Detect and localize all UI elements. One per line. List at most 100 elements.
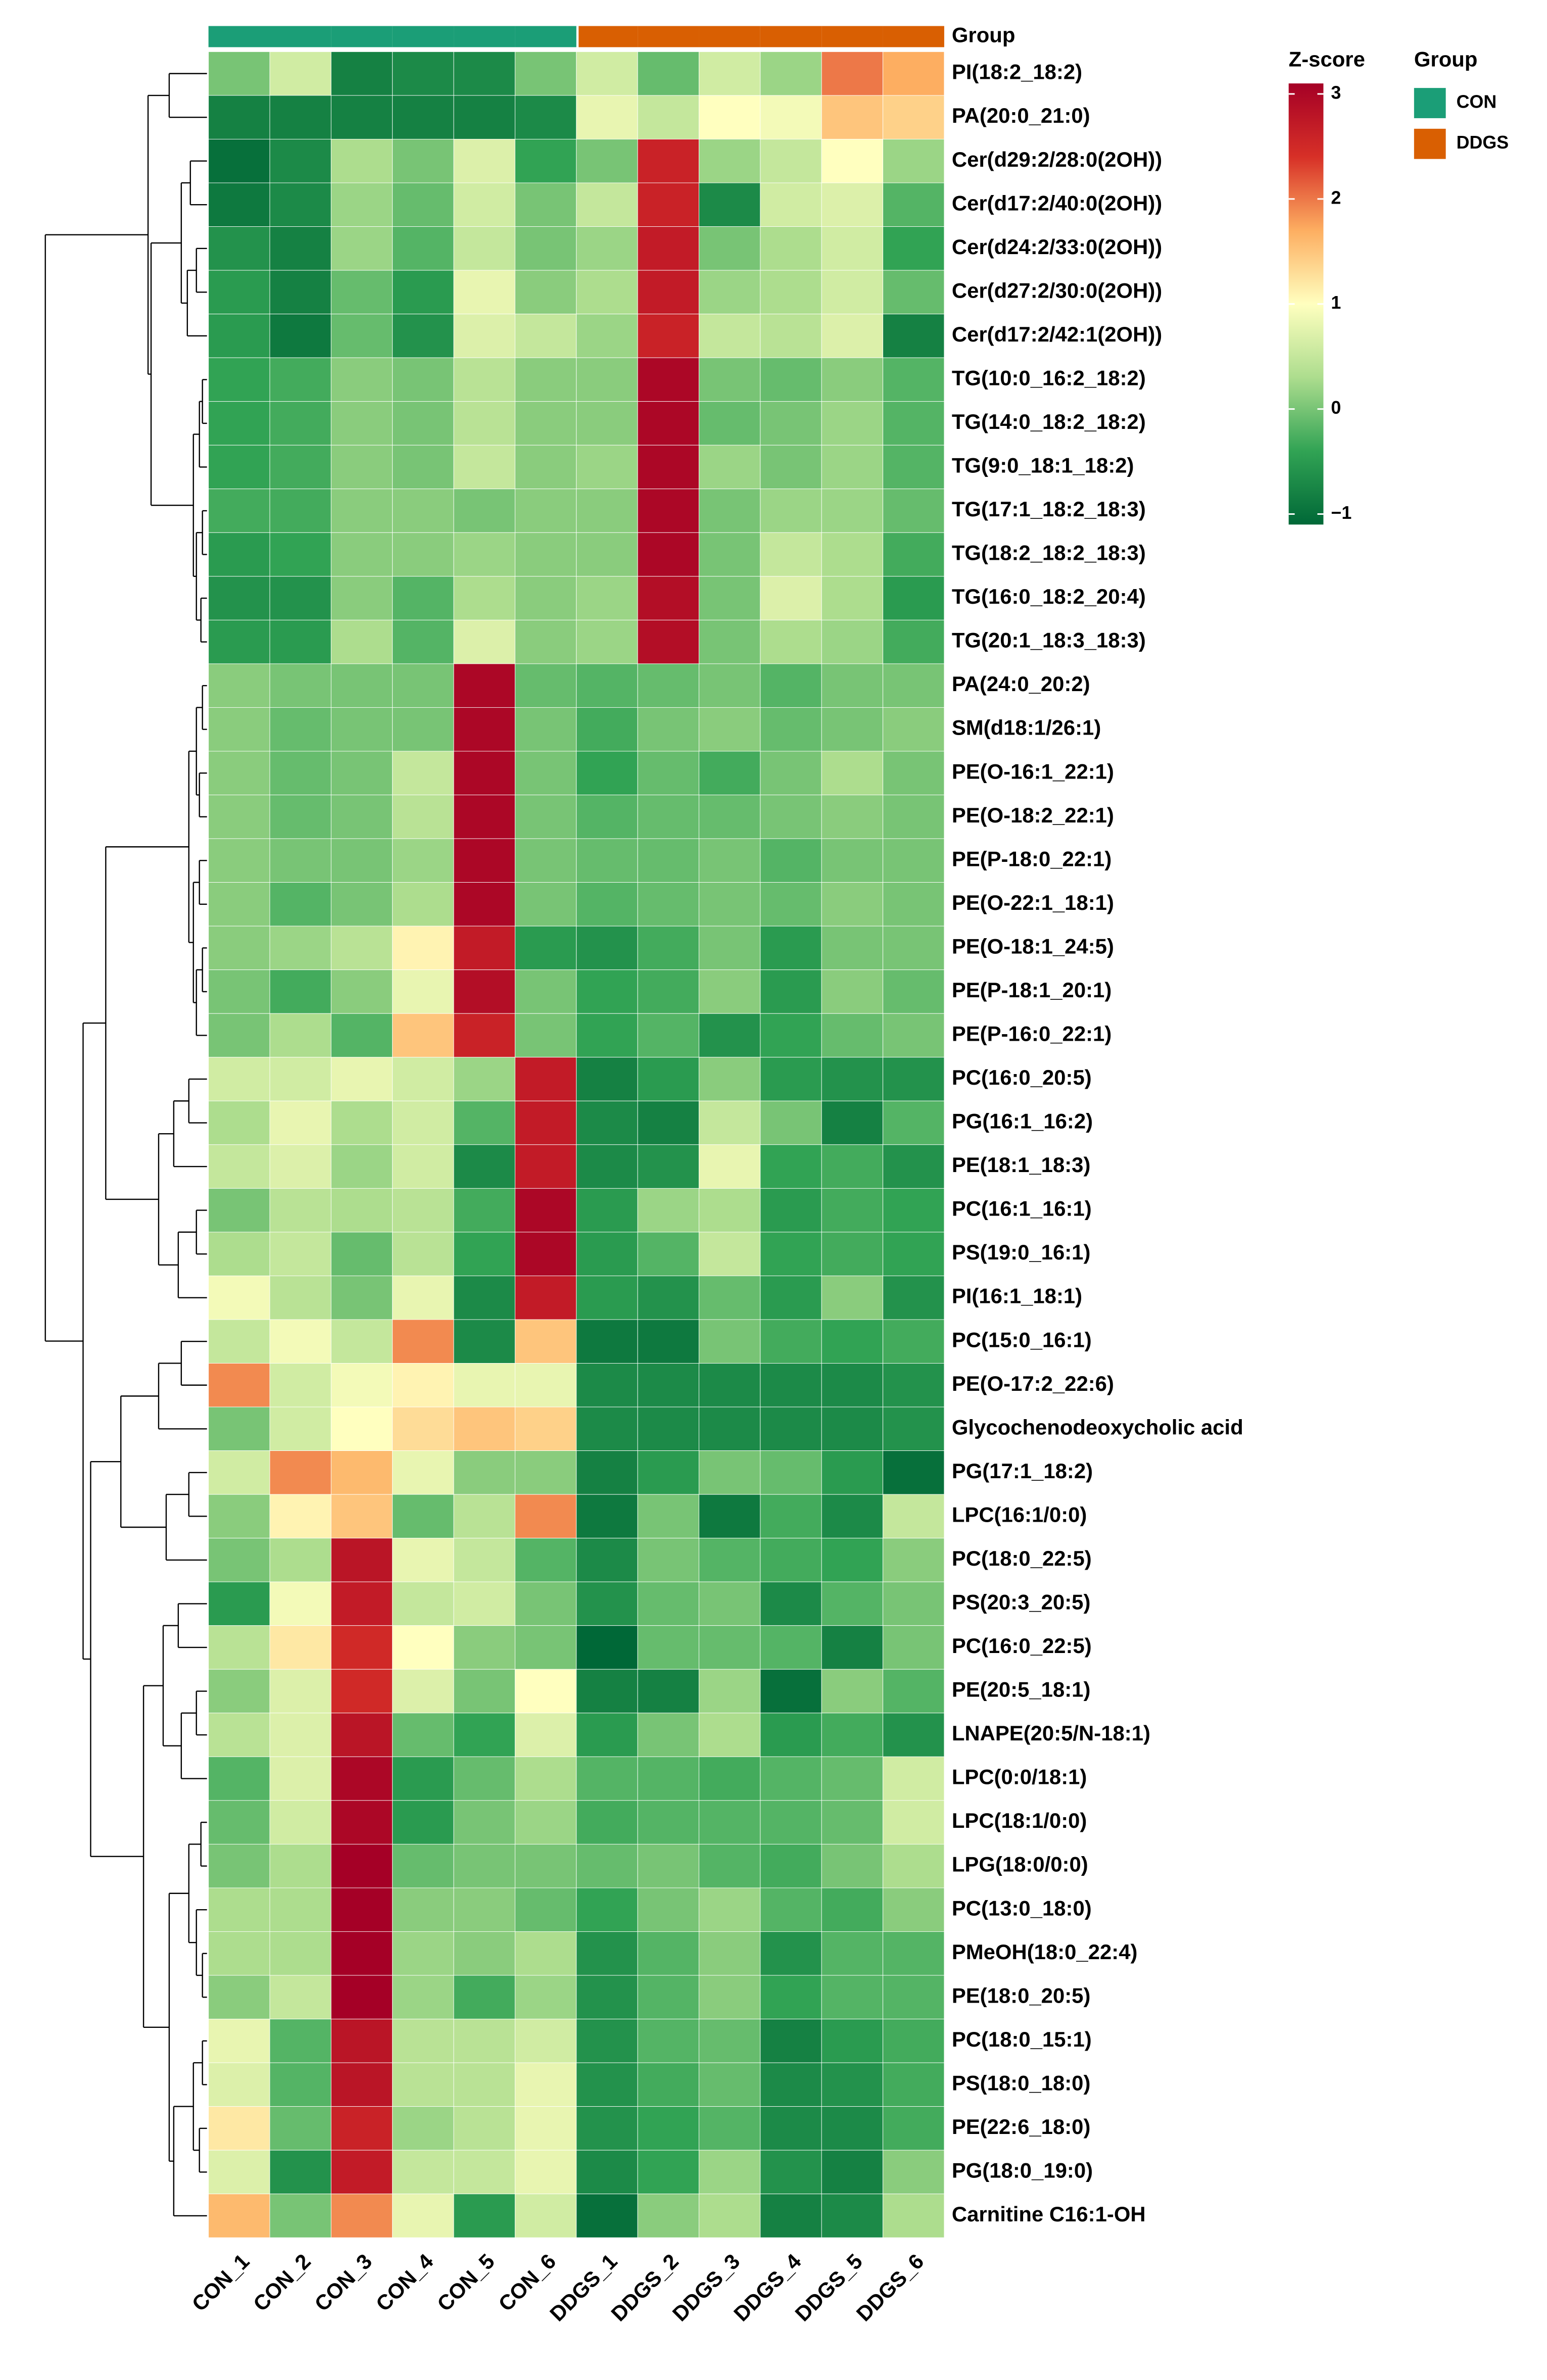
heatmap-cell [514, 182, 577, 227]
heatmap-cell [821, 1625, 883, 1670]
heatmap-cell [637, 2150, 699, 2195]
heatmap-cell [883, 314, 945, 358]
heatmap-cell [760, 489, 822, 533]
heatmap-cell [883, 1406, 945, 1451]
heatmap-cell [269, 795, 331, 839]
heatmap-cell [699, 1100, 761, 1145]
heatmap-cell [392, 1057, 454, 1101]
heatmap-cell [821, 969, 883, 1014]
heatmap-cell [760, 1144, 822, 1189]
heatmap-cell [514, 138, 577, 183]
heatmap-cell [699, 1144, 761, 1189]
row-label: PC(16:0_22:5) [952, 1634, 1092, 1658]
colorbar-tick-label: 1 [1331, 293, 1341, 313]
heatmap-cell [576, 51, 638, 96]
heatmap-cell [637, 1887, 699, 1932]
heatmap-cell [760, 2062, 822, 2107]
heatmap-cell [760, 2194, 822, 2238]
group-bar-cell [331, 26, 393, 47]
heatmap-cell [269, 182, 331, 227]
heatmap-cell [453, 1013, 515, 1058]
heatmap-cell [208, 795, 270, 839]
heatmap-cell [883, 1975, 945, 2019]
heatmap-cell [514, 1931, 577, 1976]
heatmap-cell [453, 2150, 515, 2195]
heatmap-cell [514, 1057, 577, 1101]
heatmap-cell [760, 969, 822, 1014]
group-bar-cell [699, 26, 760, 47]
heatmap-cell [699, 1013, 761, 1058]
heatmap-cell [330, 532, 393, 577]
heatmap-cell [330, 1450, 393, 1495]
heatmap-cell [760, 270, 822, 315]
heatmap-cell [453, 532, 515, 577]
row-label: LPC(18:1/0:0) [952, 1809, 1087, 1832]
heatmap-cell [699, 751, 761, 795]
heatmap-cell [760, 314, 822, 358]
heatmap-cell [576, 489, 638, 533]
heatmap-cell [453, 1275, 515, 1320]
heatmap-cell [821, 445, 883, 490]
colorbar-tick-label: −1 [1331, 503, 1351, 523]
heatmap-cell [208, 1013, 270, 1058]
heatmap-cell [821, 707, 883, 752]
heatmap-cell [514, 2019, 577, 2063]
heatmap-cell [821, 182, 883, 227]
heatmap-cell [330, 1319, 393, 1364]
heatmap-cell [699, 2150, 761, 2195]
row-label: Cer(d24:2/33:0(2OH)) [952, 235, 1162, 259]
heatmap-cell [208, 1232, 270, 1276]
heatmap-cell [392, 1581, 454, 1626]
heatmap-cell [453, 707, 515, 752]
heatmap-cell [637, 1363, 699, 1407]
heatmap-cell [576, 1188, 638, 1233]
row-label: PS(20:3_20:5) [952, 1590, 1091, 1614]
heatmap-cell [883, 357, 945, 402]
heatmap-cell [699, 1363, 761, 1407]
heatmap-cell [821, 51, 883, 96]
heatmap-cell [330, 1275, 393, 1320]
heatmap-cell [514, 751, 577, 795]
heatmap-cell [821, 838, 883, 883]
heatmap-cell [637, 1232, 699, 1276]
heatmap-cell [269, 1887, 331, 1932]
heatmap-cell [208, 707, 270, 752]
heatmap-cell [576, 1406, 638, 1451]
heatmap-cell [821, 795, 883, 839]
heatmap-cell [269, 1057, 331, 1101]
heatmap-cell [883, 1363, 945, 1407]
column-label: DDGS_1 [545, 2249, 622, 2326]
heatmap-cell [699, 1756, 761, 1801]
row-label: PA(20:0_21:0) [952, 104, 1090, 127]
heatmap-cell [883, 401, 945, 446]
heatmap-cell [576, 1275, 638, 1320]
heatmap-cell [883, 1494, 945, 1539]
heatmap-cell [330, 1057, 393, 1101]
heatmap-cell [269, 619, 331, 664]
heatmap-cell [208, 1756, 270, 1801]
heatmap-cell [576, 1232, 638, 1276]
heatmap-cell [392, 401, 454, 446]
heatmap-cell [208, 1450, 270, 1495]
heatmap-cell [699, 401, 761, 446]
heatmap-cell [269, 2150, 331, 2195]
group-bar-label: Group [952, 23, 1016, 47]
row-label: PE(O-18:2_22:1) [952, 803, 1114, 827]
heatmap-cell [392, 1188, 454, 1233]
heatmap-cell [883, 1144, 945, 1189]
column-label: CON_2 [249, 2249, 315, 2316]
heatmap-cell [821, 489, 883, 533]
heatmap-cell [330, 1013, 393, 1058]
heatmap-cell [514, 969, 577, 1014]
heatmap-cell [453, 1669, 515, 1714]
heatmap-cell [699, 182, 761, 227]
heatmap-cell [821, 1275, 883, 1320]
row-label: PE(P-18:1_20:1) [952, 978, 1111, 1002]
heatmap-cell [883, 619, 945, 664]
heatmap-cell [760, 401, 822, 446]
heatmap-cell [330, 1538, 393, 1582]
heatmap-cell [392, 2019, 454, 2063]
heatmap-cell [453, 1713, 515, 1757]
heatmap-cell [392, 51, 454, 96]
